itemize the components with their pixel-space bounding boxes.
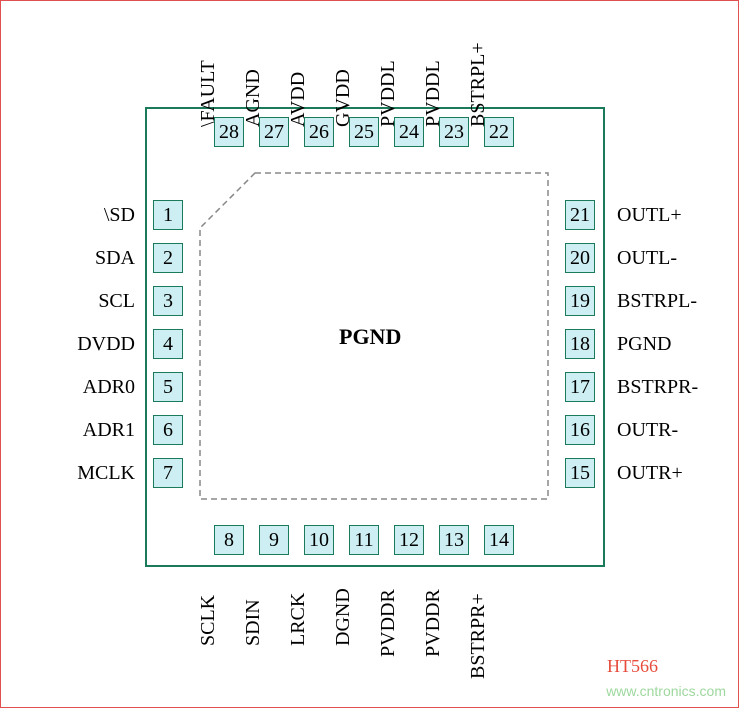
pin-label: GVDD — [332, 69, 355, 127]
pin-label: PVDDR — [422, 589, 445, 657]
pin-label: OUTL- — [617, 247, 677, 270]
pin-13: 13 — [439, 525, 469, 555]
pin-label: MCLK — [77, 462, 135, 485]
pin-label: OUTR+ — [617, 462, 683, 485]
pin-5: 5 — [153, 372, 183, 402]
watermark: www.cntronics.com — [606, 683, 726, 699]
pin-3: 3 — [153, 286, 183, 316]
pin-label: PVDDR — [377, 589, 400, 657]
pin-9: 9 — [259, 525, 289, 555]
pin-label: BSTRPR- — [617, 376, 698, 399]
pin-4: 4 — [153, 329, 183, 359]
pin-16: 16 — [565, 415, 595, 445]
pin-15: 15 — [565, 458, 595, 488]
pin-label: OUTL+ — [617, 204, 682, 227]
pin-11: 11 — [349, 525, 379, 555]
pin-label: DVDD — [77, 333, 135, 356]
pin-label: OUTR- — [617, 419, 678, 442]
pin-label: SDIN — [242, 599, 265, 646]
pin-2: 2 — [153, 243, 183, 273]
pin-20: 20 — [565, 243, 595, 273]
pin-1: 1 — [153, 200, 183, 230]
pin-14: 14 — [484, 525, 514, 555]
pin-label: SDA — [95, 247, 135, 270]
pin-label: BSTRPL+ — [467, 42, 490, 127]
pin-7: 7 — [153, 458, 183, 488]
pin-8: 8 — [214, 525, 244, 555]
pin-label: DGND — [332, 588, 355, 646]
pin-17: 17 — [565, 372, 595, 402]
pin-label: SCL — [98, 290, 135, 313]
pin-18: 18 — [565, 329, 595, 359]
pin-6: 6 — [153, 415, 183, 445]
diagram-frame: PGND 1 \SD 2 SDA 3 SCL 4 DVDD 5 ADR0 6 ADR1 7 MCLK 15 O… — [0, 0, 739, 708]
pin-10: 10 — [304, 525, 334, 555]
pin-label: BSTRPL- — [617, 290, 697, 313]
pin-label: ADR1 — [83, 419, 135, 442]
pin-label: LRCK — [287, 593, 310, 646]
pin-label: SCLK — [197, 595, 220, 646]
pin-label: AVDD — [287, 72, 310, 127]
pin-21: 21 — [565, 200, 595, 230]
pin-label: BSTRPR+ — [467, 593, 490, 679]
pin-label: \FAULT — [197, 60, 220, 127]
pin-19: 19 — [565, 286, 595, 316]
pin-label: ADR0 — [83, 376, 135, 399]
pin-label: \SD — [104, 204, 135, 227]
pin-label: PVDDL — [377, 60, 400, 127]
part-number: HT566 — [607, 656, 658, 677]
pin-12: 12 — [394, 525, 424, 555]
pin-label: AGND — [242, 69, 265, 127]
pin-label: PVDDL — [422, 60, 445, 127]
pin-label: PGND — [617, 333, 671, 356]
center-label: PGND — [339, 324, 401, 350]
